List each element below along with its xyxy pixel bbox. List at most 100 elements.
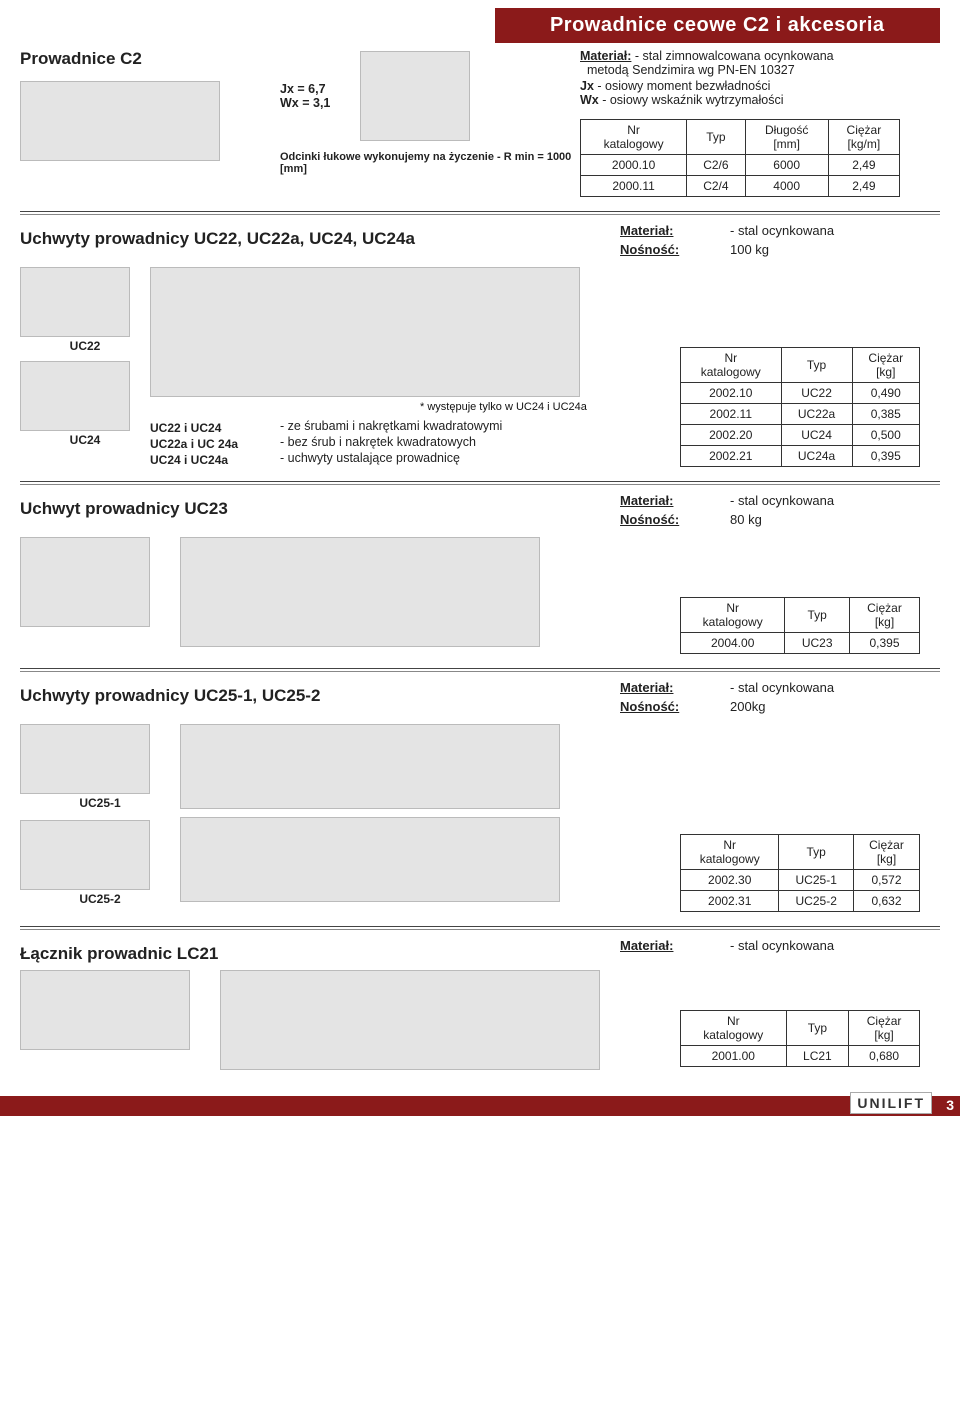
s2-starnote: * występuje tylko w UC24 i UC24a (420, 401, 680, 413)
s2-th-2: Ciężar [kg] (852, 348, 919, 383)
s4-th-0: Nr katalogowy (681, 835, 779, 870)
table-cell: 0,395 (849, 633, 919, 654)
table-cell: 2002.21 (681, 446, 782, 467)
s2-label-uc24: UC24 (20, 433, 150, 447)
s3-th-0: Nr katalogowy (681, 598, 785, 633)
table-cell: 2000.11 (581, 176, 687, 197)
table-cell: UC24a (781, 446, 852, 467)
divider (20, 211, 940, 215)
s4-table: Nr katalogowy Typ Ciężar [kg] 2002.30UC2… (680, 834, 920, 912)
s1-material: Materiał: - stal zimnowalcowana ocynkowa… (580, 49, 940, 77)
table-cell: 2000.10 (581, 155, 687, 176)
s3-title: Uchwyt prowadnicy UC23 (20, 499, 620, 519)
load-label: Nośność: (620, 242, 730, 257)
table-cell: 2002.10 (681, 383, 782, 404)
mat-label: Materiał: (620, 938, 730, 953)
s1-th-2: Długość [mm] (745, 120, 828, 155)
s2-b2v: - bez śrub i nakrętek kwadratowych (280, 435, 476, 451)
divider (20, 668, 940, 672)
table-cell: UC25-2 (779, 891, 854, 912)
s2-load: 100 kg (730, 242, 769, 257)
s5-product-image (20, 970, 190, 1050)
page-footer: UNILIFT 3 (0, 1096, 960, 1116)
table-cell: 2,49 (828, 155, 899, 176)
s2-b3k: UC24 i UC24a (150, 453, 280, 467)
s3-th-2: Ciężar [kg] (849, 598, 919, 633)
table-cell: 2,49 (828, 176, 899, 197)
s3-table: Nr katalogowy Typ Ciężar [kg] 2004.00UC2… (680, 597, 920, 654)
s2-th-1: Typ (781, 348, 852, 383)
table-cell: 2002.31 (681, 891, 779, 912)
s4-load: 200kg (730, 699, 765, 714)
table-cell: UC24 (781, 425, 852, 446)
table-cell: 0,572 (853, 870, 919, 891)
load-label: Nośność: (620, 512, 730, 527)
s2-th-0: Nr katalogowy (681, 348, 782, 383)
table-cell: 0,680 (849, 1046, 920, 1067)
s2-table: Nr katalogowy Typ Ciężar [kg] 2002.10UC2… (680, 347, 920, 467)
s3-drawing (180, 537, 540, 647)
table-cell: C2/4 (687, 176, 745, 197)
s2-b1v: - ze śrubami i nakrętkami kwadratowymi (280, 419, 502, 435)
footer-page-number: 3 (946, 1097, 954, 1113)
s4-drawing-2 (180, 817, 560, 902)
s2-b2k: UC22a i UC 24a (150, 437, 280, 451)
s3-product-image (20, 537, 150, 627)
s4-image-uc252 (20, 820, 150, 890)
footer-logo: UNILIFT (850, 1092, 932, 1114)
s1-title: Prowadnice C2 (20, 49, 280, 69)
s4-image-uc251 (20, 724, 150, 794)
table-cell: 2004.00 (681, 633, 785, 654)
s4-mat: - stal ocynkowana (730, 680, 834, 695)
mat-label: Materiał: (620, 680, 730, 695)
s3-mat: - stal ocynkowana (730, 493, 834, 508)
s1-arcnote: Odcinki łukowe wykonujemy na życzenie - … (280, 151, 580, 175)
s4-label-uc252: UC25-2 (20, 892, 180, 906)
s1-jx: Jx = 6,7 (280, 82, 360, 96)
table-cell: 0,500 (852, 425, 919, 446)
s4-label-uc251: UC25-1 (20, 796, 180, 810)
s5-th-2: Ciężar [kg] (849, 1011, 920, 1046)
table-cell: 2001.00 (681, 1046, 787, 1067)
s5-th-0: Nr katalogowy (681, 1011, 787, 1046)
divider (20, 926, 940, 930)
table-cell: 6000 (745, 155, 828, 176)
s2-drawing (150, 267, 580, 397)
s4-th-1: Typ (779, 835, 854, 870)
mat-label: Materiał: (620, 223, 730, 238)
mat-label: Materiał: (620, 493, 730, 508)
s5-table: Nr katalogowy Typ Ciężar [kg] 2001.00LC2… (680, 1010, 920, 1067)
table-cell: 0,632 (853, 891, 919, 912)
s5-th-1: Typ (786, 1011, 849, 1046)
s1-table: Nr katalogowy Typ Długość [mm] Ciężar [k… (580, 119, 900, 197)
s5-mat: - stal ocynkowana (730, 938, 834, 953)
s4-th-2: Ciężar [kg] (853, 835, 919, 870)
table-cell: UC22a (781, 404, 852, 425)
table-cell: 2002.20 (681, 425, 782, 446)
s2-mat: - stal ocynkowana (730, 223, 834, 238)
s3-load: 80 kg (730, 512, 762, 527)
s5-title: Łącznik prowadnic LC21 (20, 944, 620, 964)
s2-b3v: - uchwyty ustalające prowadnicę (280, 451, 460, 467)
s1-th-1: Typ (687, 120, 745, 155)
s5-drawing (220, 970, 600, 1070)
table-cell: C2/6 (687, 155, 745, 176)
s4-title: Uchwyty prowadnicy UC25-1, UC25-2 (20, 686, 620, 706)
s2-b1k: UC22 i UC24 (150, 421, 280, 435)
s1-wxtext: Wx - osiowy wskaźnik wytrzymałości (580, 93, 940, 107)
table-cell: 0,490 (852, 383, 919, 404)
s1-wx: Wx = 3,1 (280, 96, 360, 110)
table-cell: 2002.11 (681, 404, 782, 425)
s2-image-uc22 (20, 267, 130, 337)
s1-cross-section-drawing (360, 51, 470, 141)
table-cell: 0,395 (852, 446, 919, 467)
s1-product-image (20, 81, 220, 161)
page-banner: Prowadnice ceowe C2 i akcesoria (495, 8, 941, 43)
s3-th-1: Typ (785, 598, 850, 633)
s1-jxtext: Jx - osiowy moment bezwładności (580, 79, 940, 93)
load-label: Nośność: (620, 699, 730, 714)
table-cell: UC22 (781, 383, 852, 404)
s2-image-uc24 (20, 361, 130, 431)
s1-th-0: Nr katalogowy (581, 120, 687, 155)
table-cell: 2002.30 (681, 870, 779, 891)
